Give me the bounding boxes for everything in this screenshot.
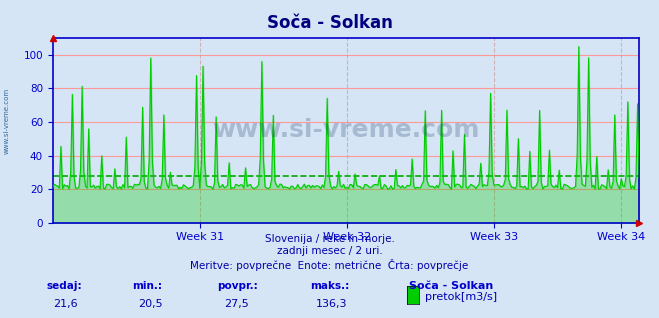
Text: pretok[m3/s]: pretok[m3/s] (425, 292, 497, 302)
Text: Meritve: povprečne  Enote: metrične  Črta: povprečje: Meritve: povprečne Enote: metrične Črta:… (190, 259, 469, 271)
Text: min.:: min.: (132, 281, 162, 291)
Text: 136,3: 136,3 (316, 299, 348, 309)
Text: Slovenija / reke in morje.: Slovenija / reke in morje. (264, 234, 395, 244)
Text: povpr.:: povpr.: (217, 281, 258, 291)
Text: 20,5: 20,5 (138, 299, 163, 309)
Text: zadnji mesec / 2 uri.: zadnji mesec / 2 uri. (277, 246, 382, 256)
Text: www.si-vreme.com: www.si-vreme.com (212, 118, 480, 142)
Text: www.si-vreme.com: www.si-vreme.com (3, 88, 9, 154)
Text: Soča - Solkan: Soča - Solkan (409, 281, 493, 291)
Text: sedaj:: sedaj: (46, 281, 82, 291)
Text: maks.:: maks.: (310, 281, 349, 291)
Text: 27,5: 27,5 (224, 299, 249, 309)
Text: 21,6: 21,6 (53, 299, 77, 309)
Text: Soča - Solkan: Soča - Solkan (266, 14, 393, 32)
